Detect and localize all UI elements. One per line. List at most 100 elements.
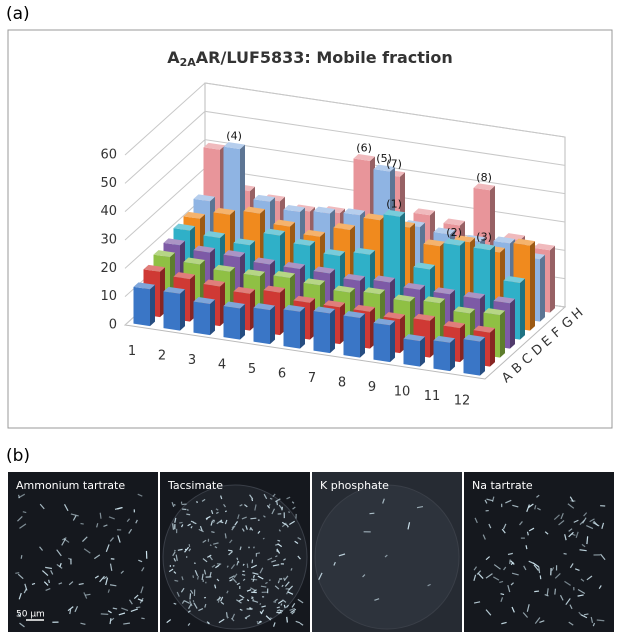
crystal — [19, 622, 25, 628]
crystal — [72, 515, 77, 521]
crystal — [109, 618, 112, 625]
bar-top — [483, 308, 505, 316]
crystal — [211, 531, 215, 534]
bar-side — [360, 313, 365, 358]
crystal — [23, 588, 28, 594]
crystal — [493, 576, 500, 581]
crystal — [236, 557, 239, 561]
bar-side — [180, 289, 185, 331]
x-tick-label: 11 — [424, 389, 441, 404]
crystal — [274, 598, 278, 602]
bar-side — [490, 328, 495, 367]
crystal — [288, 585, 294, 591]
crystal — [563, 552, 567, 555]
crystal — [74, 605, 79, 613]
crystal — [238, 598, 244, 602]
crystal — [186, 513, 191, 516]
y-tick-label: 10 — [100, 289, 117, 304]
crystal — [257, 530, 261, 534]
micrograph-label: K phosphate — [320, 479, 389, 492]
crystal — [601, 522, 605, 529]
crystal — [299, 622, 304, 626]
crystal — [173, 571, 177, 574]
crystal — [564, 534, 567, 541]
crystal — [189, 600, 193, 607]
crystal — [173, 602, 177, 605]
crystal — [528, 527, 535, 532]
crystal — [231, 525, 236, 531]
crystal — [534, 505, 537, 510]
crystal — [482, 534, 486, 540]
chart-title: A2AAR/LUF5833: Mobile fraction — [167, 48, 453, 70]
bar-top — [253, 257, 275, 265]
crystal — [269, 617, 273, 620]
bar-top — [213, 207, 235, 215]
crystal — [263, 493, 268, 500]
crystal — [241, 528, 245, 532]
annotation: (6) — [356, 141, 372, 154]
crystal — [416, 505, 424, 509]
drop-outline — [162, 484, 308, 630]
crystal — [233, 573, 238, 579]
bar-front — [163, 291, 180, 331]
crystal — [297, 598, 304, 604]
y-tick-label: 40 — [100, 204, 117, 219]
crystal — [228, 575, 235, 580]
crystal — [174, 517, 177, 523]
crystal — [212, 520, 215, 523]
crystal — [507, 584, 511, 593]
bar-top — [203, 230, 225, 238]
crystal — [258, 620, 262, 623]
crystal — [226, 590, 229, 594]
crystal — [257, 620, 263, 625]
crystal — [215, 564, 220, 569]
crystal — [569, 604, 573, 610]
crystal — [278, 529, 281, 532]
crystal — [198, 608, 204, 612]
crystal — [259, 611, 263, 615]
crystal — [202, 558, 208, 563]
crystal — [579, 549, 587, 552]
crystal — [117, 535, 121, 543]
micrograph — [8, 472, 158, 632]
bar-top — [353, 247, 375, 255]
crystal — [249, 494, 254, 500]
crystal — [174, 579, 179, 582]
crystal — [241, 573, 246, 576]
crystal — [560, 512, 564, 520]
crystal — [209, 544, 212, 547]
annotation: (5) — [376, 152, 392, 165]
bar-top — [223, 142, 245, 150]
annotation: (1) — [386, 197, 402, 210]
crystal — [177, 548, 183, 551]
bar-top — [403, 282, 425, 290]
crystal — [288, 511, 290, 514]
crystal — [249, 526, 252, 531]
crystal — [573, 519, 579, 523]
crystal — [253, 546, 255, 549]
crystal — [220, 601, 225, 605]
x-tick-label: 2 — [158, 348, 166, 363]
crystal — [276, 609, 281, 612]
crystal — [96, 523, 99, 528]
crystal — [485, 556, 491, 561]
crystal — [477, 573, 484, 579]
bar-top — [223, 250, 245, 258]
crystal — [246, 589, 252, 592]
bar-top — [473, 183, 495, 191]
bar-top — [183, 257, 205, 265]
crystal — [589, 518, 595, 523]
crystal — [553, 514, 560, 521]
crystal — [135, 519, 138, 524]
micrographs: Ammonium tartrate Tacsimate K phosphate Na … — [8, 472, 614, 632]
crystal — [103, 576, 108, 580]
crystal — [283, 604, 286, 609]
bar-top — [313, 206, 335, 214]
crystal — [103, 524, 108, 528]
crystal — [263, 515, 266, 518]
crystal — [374, 598, 380, 601]
bar-top — [353, 304, 375, 312]
crystal — [204, 603, 207, 608]
